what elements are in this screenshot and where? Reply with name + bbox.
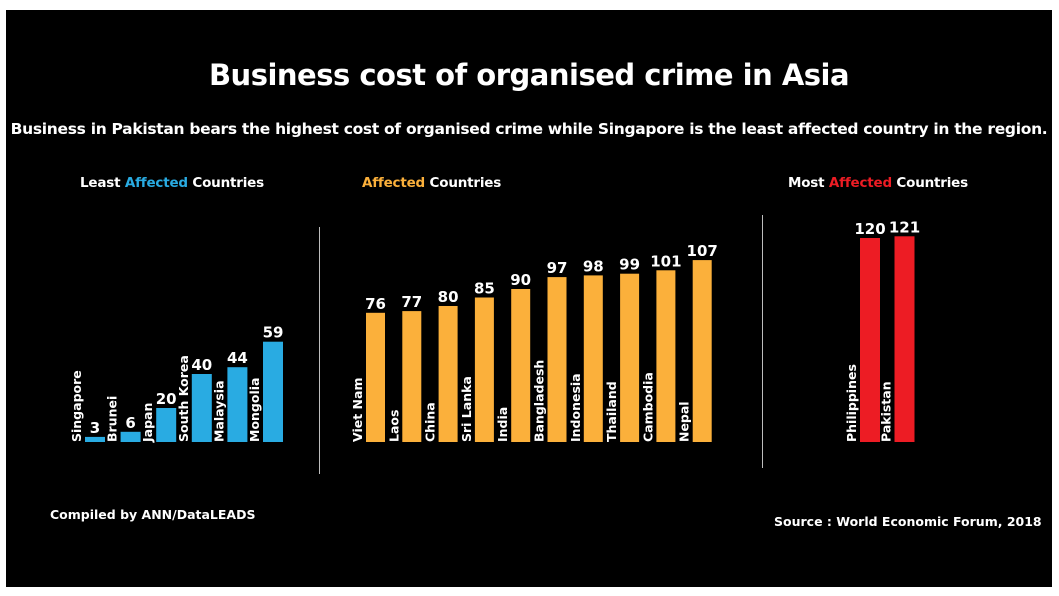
affected-value-label-0: 76 (365, 295, 386, 313)
affected-bar-2 (438, 306, 458, 442)
affected-category-label-7: Thailand (604, 381, 619, 442)
least-value-label-5: 59 (263, 324, 284, 342)
affected-category-label-4: India (495, 407, 510, 442)
affected-bar-0 (366, 312, 385, 442)
divider-right (762, 215, 763, 468)
chart-subtitle: Business in Pakistan bears the highest c… (10, 120, 1048, 138)
affected-value-label-6: 98 (583, 257, 604, 275)
affected-bar-1 (402, 311, 422, 442)
least-category-label-4: Malaysia (211, 380, 226, 442)
affected-value-label-5: 97 (547, 259, 568, 277)
affected-category-label-5: Bangladesh (532, 360, 547, 442)
affected-value-label-3: 85 (474, 280, 495, 298)
infographic-panel: Business cost of organised crime in Asia… (6, 10, 1052, 587)
affected-bar-4 (511, 289, 531, 442)
least-bar-3 (191, 374, 212, 442)
most-heading-prefix: Most (788, 175, 829, 191)
least-category-label-0: Singapore (69, 370, 84, 442)
most-category-label-1: Pakistan (879, 381, 894, 442)
most-affected-heading: Most Affected Countries (788, 175, 968, 191)
affected-value-label-2: 80 (438, 288, 459, 306)
affected-category-label-2: China (423, 402, 438, 442)
least-bar-1 (120, 431, 141, 442)
least-bar-4 (227, 367, 248, 442)
least-category-label-1: Brunei (105, 396, 120, 442)
compiled-by-note: Compiled by ANN/DataLEADS (50, 507, 256, 522)
affected-category-label-0: Viet Nam (350, 378, 365, 442)
least-heading-suffix: Countries (187, 175, 264, 191)
least-bar-5 (263, 341, 283, 442)
divider-left (319, 227, 320, 474)
affected-category-label-1: Laos (386, 410, 401, 442)
least-heading-highlight: Affected (124, 175, 188, 191)
affected-bar-6 (583, 275, 603, 442)
affected-category-label-8: Cambodia (640, 372, 655, 442)
least-value-label-0: 3 (90, 419, 100, 437)
chart-title: Business cost of organised crime in Asia (208, 58, 850, 92)
least-bar-0 (85, 436, 105, 442)
least-value-label-4: 44 (227, 349, 248, 367)
least-value-label-3: 40 (191, 356, 212, 374)
affected-category-label-6: Indonesia (568, 373, 583, 442)
most-value-label-0: 120 (854, 220, 885, 238)
least-value-label-1: 6 (125, 414, 135, 432)
affected-bar-7 (620, 273, 640, 442)
most-heading-suffix: Countries (891, 175, 968, 191)
least-category-label-2: Japan (140, 403, 155, 443)
affected-value-label-4: 90 (510, 271, 531, 289)
most-bar-0 (860, 238, 880, 442)
affected-heading-suffix: Countries (425, 175, 502, 191)
least-category-label-3: South Korea (176, 355, 191, 442)
affected-value-label-7: 99 (619, 256, 640, 274)
least-value-label-2: 20 (156, 390, 177, 408)
most-category-label-0: Philippines (844, 364, 859, 442)
affected-value-label-8: 101 (650, 252, 681, 270)
affected-bar-5 (547, 277, 567, 442)
most-value-label-1: 121 (889, 218, 920, 236)
least-category-label-5: Mongolia (247, 378, 262, 442)
affected-value-label-9: 107 (687, 242, 718, 260)
affected-value-label-1: 77 (401, 293, 422, 311)
affected-category-label-3: Sri Lanka (459, 376, 474, 442)
source-note: Source : World Economic Forum, 2018 (774, 514, 1042, 529)
most-heading-highlight: Affected (828, 175, 892, 191)
affected-bar-9 (692, 260, 712, 442)
affected-bar-3 (474, 297, 494, 442)
least-heading-prefix: Least (80, 175, 125, 191)
most-bar-1 (894, 236, 915, 442)
least-bar-2 (156, 408, 177, 442)
affected-category-label-9: Nepal (677, 401, 692, 442)
affected-heading-highlight: Affected (362, 175, 426, 191)
affected-bar-8 (656, 270, 676, 442)
least-affected-heading: Least Affected Countries (80, 175, 264, 191)
affected-heading: Affected Countries (362, 175, 501, 191)
